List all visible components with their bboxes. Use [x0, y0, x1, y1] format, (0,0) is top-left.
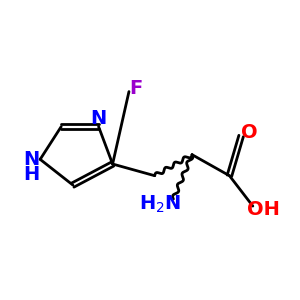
Text: N: N [24, 150, 40, 169]
Text: H: H [24, 165, 40, 184]
Text: OH: OH [247, 200, 280, 219]
Text: O: O [241, 123, 258, 142]
Text: F: F [129, 79, 142, 98]
Text: H$_2$N: H$_2$N [139, 194, 182, 215]
Text: N: N [91, 109, 107, 128]
